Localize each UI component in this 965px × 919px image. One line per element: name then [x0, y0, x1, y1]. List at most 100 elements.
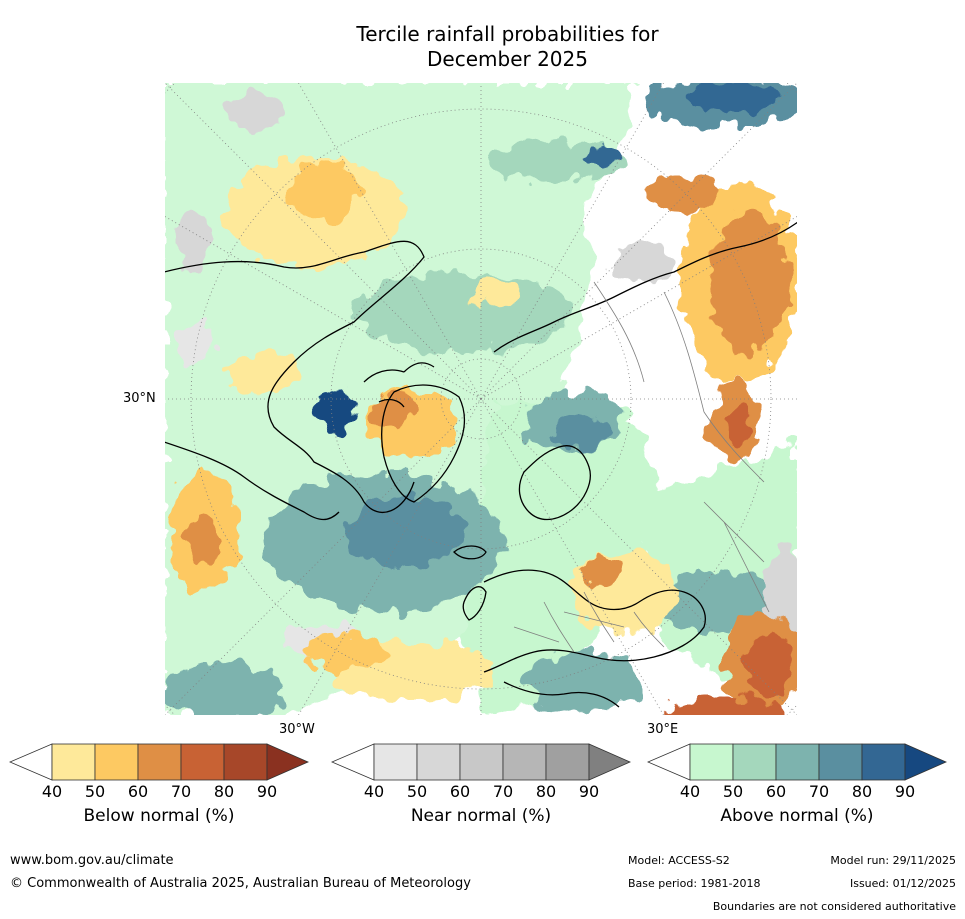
- website-link[interactable]: www.bom.gov.au/climate: [10, 853, 174, 868]
- above-normal-region: [164, 662, 284, 716]
- near-normal-region: [224, 94, 284, 130]
- eurasia-coast: [493, 221, 798, 353]
- below-normal-region: [569, 552, 679, 632]
- colorbar-ticks-below: 40 50 60 70 80 90: [9, 782, 309, 802]
- colorbar-extend-high: [588, 743, 631, 781]
- canadian-archipelago: [363, 362, 435, 408]
- colorbar-segment: [459, 743, 504, 781]
- boundaries-disclaimer: Boundaries are not considered authoritat…: [712, 900, 956, 913]
- colorbar-segment: [223, 743, 268, 781]
- tick-label: 80: [213, 782, 235, 801]
- above-normal-region: [586, 148, 622, 164]
- below-normal-region: [664, 696, 784, 716]
- graticule: [164, 82, 798, 716]
- colorbar-segment: [861, 743, 906, 781]
- tick-label: 90: [894, 782, 916, 801]
- north-america-coast: [164, 240, 425, 513]
- north-america-coast: [164, 441, 340, 521]
- colorbar-segment: [180, 743, 225, 781]
- iceland-coast: [453, 545, 487, 560]
- coastlines: [164, 221, 798, 708]
- tick-label: 50: [84, 782, 106, 801]
- base-period: Base period: 1981-2018: [628, 877, 761, 890]
- below-normal-region: [727, 407, 751, 447]
- above-normal-region: [344, 497, 464, 567]
- above-normal-region: [464, 402, 664, 716]
- above-normal-region: [556, 414, 612, 450]
- europe-coast: [483, 569, 706, 673]
- colorbar-segment: [137, 743, 182, 781]
- colorbar-extend-low: [9, 743, 53, 781]
- near-normal-region: [176, 212, 212, 272]
- colorbar-extend-low: [331, 743, 375, 781]
- colorbar-near-normal: [331, 743, 631, 781]
- colorbar-label-below: Below normal (%): [83, 806, 235, 826]
- lat-label: 30°N: [123, 391, 156, 406]
- below-normal-region: [709, 212, 789, 352]
- probability-map: [164, 82, 798, 716]
- colorbar-segment: [51, 743, 96, 781]
- colorbar-extend-low: [647, 743, 691, 781]
- below-normal-region: [289, 162, 359, 222]
- british-isles-coast: [462, 586, 487, 621]
- colorbar-segment: [775, 743, 820, 781]
- issued-date: Issued: 01/12/2025: [849, 877, 956, 890]
- below-normal-region: [744, 637, 794, 697]
- tick-label: 60: [765, 782, 787, 801]
- tick-label: 70: [170, 782, 192, 801]
- model-name: Model: ACCESS-S2: [628, 854, 730, 867]
- near-normal-region: [174, 322, 214, 362]
- lon-label-west: 30°W: [279, 722, 315, 737]
- greenland-coast: [381, 384, 466, 503]
- below-normal-region: [584, 558, 624, 586]
- colorbar-segment: [818, 743, 863, 781]
- below-normal-region: [374, 394, 414, 430]
- country-borders: [513, 281, 770, 653]
- above-normal-region: [689, 83, 779, 111]
- above-normal-region: [354, 272, 574, 352]
- below-normal-region: [229, 352, 299, 392]
- probability-fields: [164, 82, 798, 716]
- tick-label: 50: [722, 782, 744, 801]
- colorbar-segment: [94, 743, 139, 781]
- colorbar-extend-high: [904, 743, 947, 781]
- tick-label: 80: [535, 782, 557, 801]
- tick-label: 70: [492, 782, 514, 801]
- tick-label: 50: [406, 782, 428, 801]
- colorbar-segment: [732, 743, 777, 781]
- colorbar-ticks-near: 40 50 60 70 80 90: [331, 782, 631, 802]
- tick-label: 90: [578, 782, 600, 801]
- tick-label: 80: [851, 782, 873, 801]
- colorbar-segment: [545, 743, 590, 781]
- lon-label-east: 30°E: [647, 722, 679, 737]
- model-run: Model run: 29/11/2025: [830, 854, 956, 867]
- tick-label: 60: [449, 782, 471, 801]
- colorbar-above-normal: [647, 743, 947, 781]
- above-normal-region: [312, 390, 356, 434]
- above-normal-region: [524, 652, 644, 712]
- copyright-notice: © Commonwealth of Australia 2025, Austra…: [10, 876, 471, 891]
- tick-label: 40: [679, 782, 701, 801]
- colorbar-ticks-above: 40 50 60 70 80 90: [647, 782, 947, 802]
- colorbar-below-normal: [9, 743, 309, 781]
- colorbar-label-above: Above normal (%): [720, 806, 874, 826]
- tick-label: 60: [127, 782, 149, 801]
- title-line-2: December 2025: [427, 47, 588, 71]
- colorbar-extend-high: [266, 743, 309, 781]
- colorbar-segment: [502, 743, 547, 781]
- tick-label: 90: [256, 782, 278, 801]
- scandinavia-coast: [518, 445, 591, 521]
- below-normal-region: [186, 517, 222, 567]
- colorbar-label-near: Near normal (%): [410, 806, 552, 826]
- below-normal-region: [304, 632, 384, 672]
- tick-label: 40: [363, 782, 385, 801]
- colorbar-segment: [416, 743, 461, 781]
- europe-coast: [503, 681, 620, 708]
- tick-label: 70: [808, 782, 830, 801]
- near-normal-region: [614, 242, 674, 282]
- title-line-1: Tercile rainfall probabilities for: [356, 22, 659, 46]
- below-normal-region: [644, 174, 724, 210]
- colorbar-segment: [373, 743, 418, 781]
- map-title: Tercile rainfall probabilities for Decem…: [230, 22, 785, 72]
- below-normal-region: [469, 277, 519, 307]
